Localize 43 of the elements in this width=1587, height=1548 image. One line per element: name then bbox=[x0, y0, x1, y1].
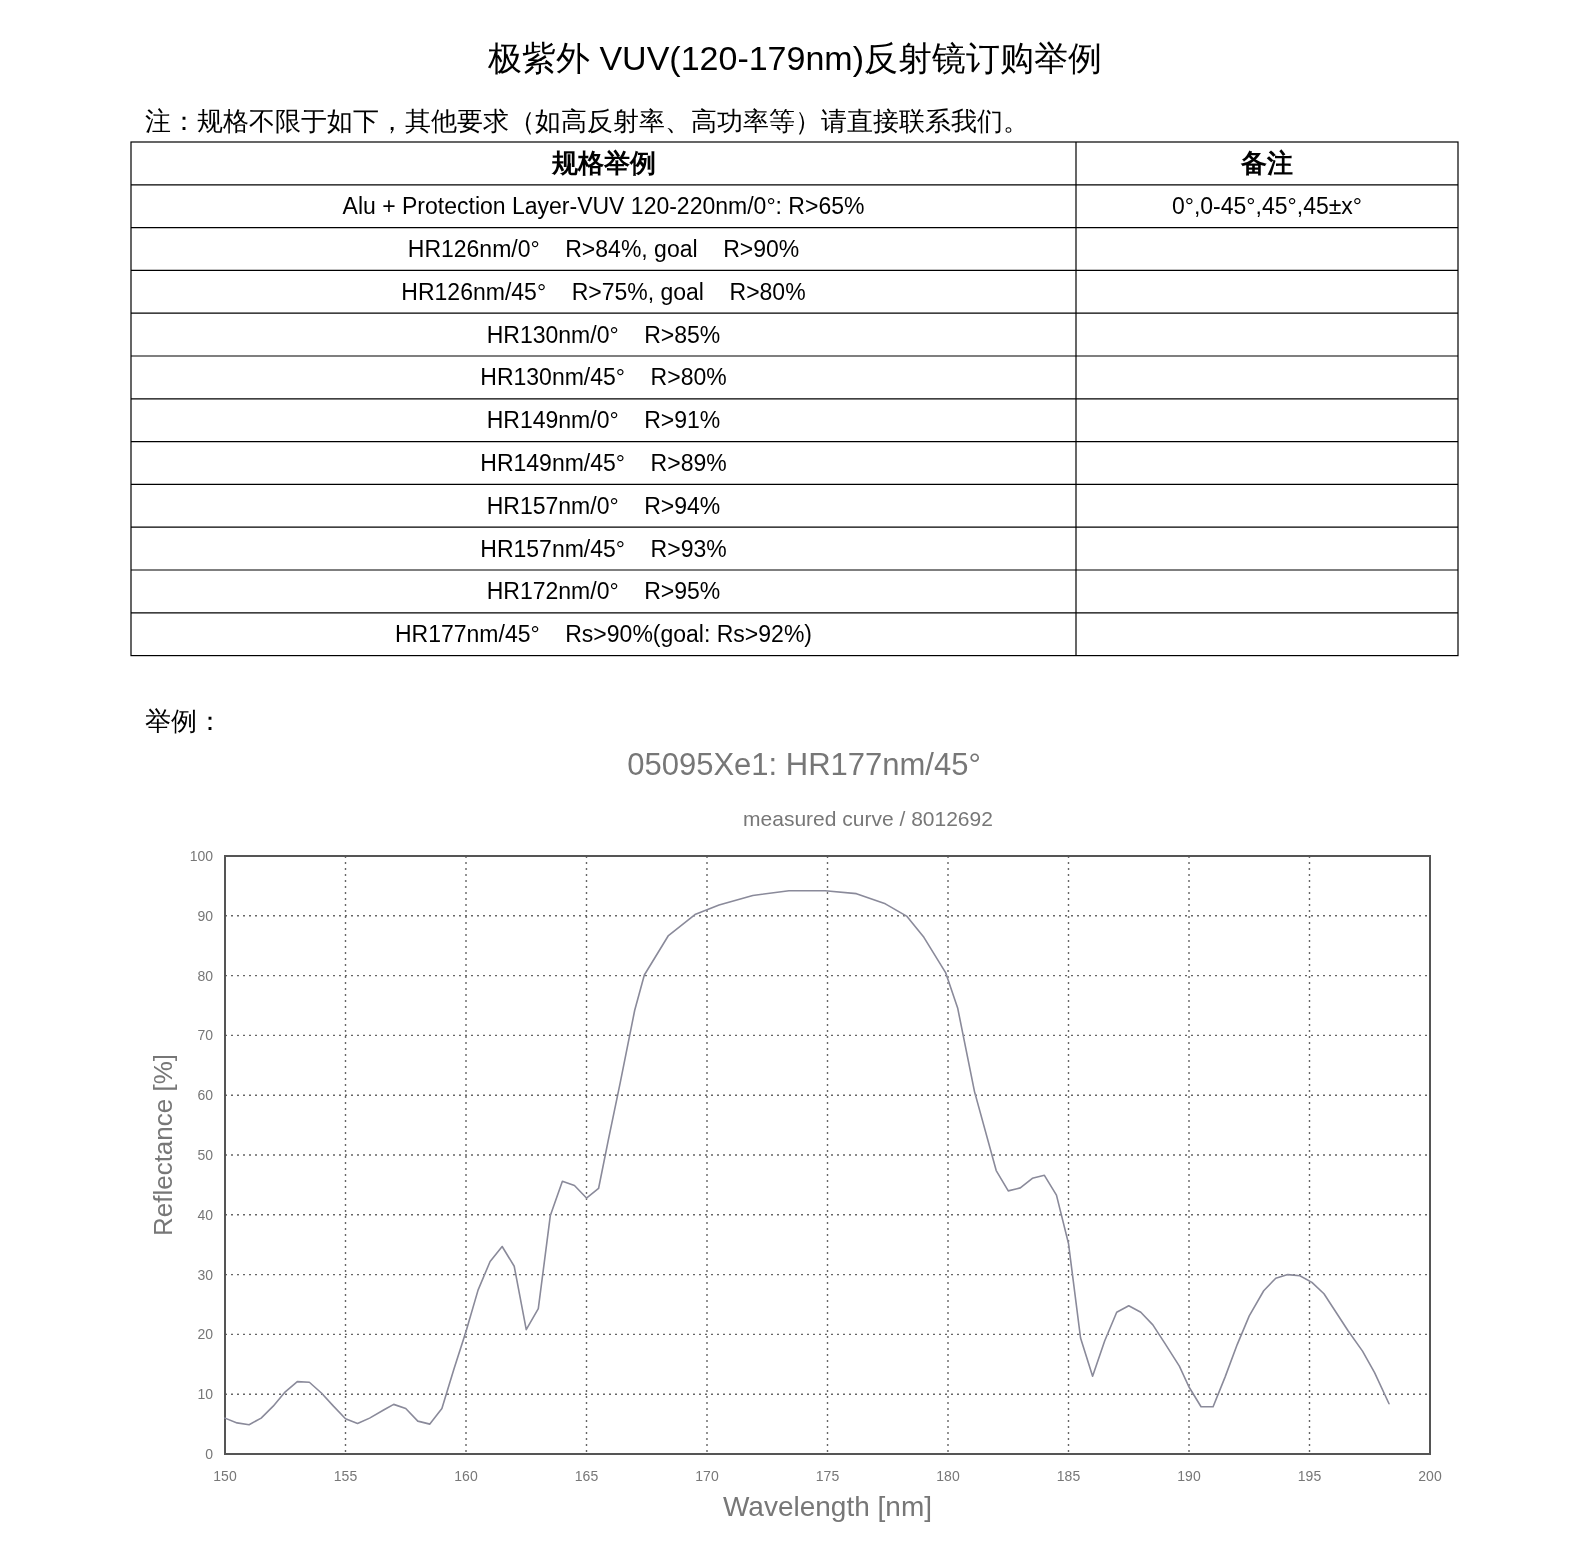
x-tick-label: 195 bbox=[1297, 1468, 1322, 1484]
x-tick-label: 185 bbox=[1056, 1468, 1081, 1484]
category-label: HR130nm/45° R>80% bbox=[480, 364, 727, 391]
x-tick-label: 200 bbox=[1418, 1468, 1442, 1484]
category-label: HR126nm/45° R>75%, goal R>80% bbox=[401, 278, 806, 305]
y-tick-label: 100 bbox=[189, 848, 214, 864]
category-label: 备注 bbox=[1240, 148, 1293, 178]
y-tick-label: 30 bbox=[197, 1266, 214, 1283]
text: 极紫外 VUV(120-179nm)反射镜订购举例 bbox=[486, 39, 1103, 77]
y-tick-label: 10 bbox=[197, 1386, 214, 1403]
category-label: Alu + Protection Layer-VUV 120-220nm/0°: R>65% bbox=[342, 193, 865, 220]
x-axis-title: Wavelength [nm] bbox=[722, 1491, 933, 1522]
category-label: HR157nm/45° R>93% bbox=[480, 535, 727, 562]
chart-title: 05095Xe1: HR177nm/45° bbox=[627, 747, 981, 782]
y-tick-label: 60 bbox=[197, 1087, 214, 1104]
x-tick-label: 150 bbox=[213, 1468, 237, 1484]
y-tick-label: 70 bbox=[197, 1027, 214, 1044]
y-tick-label: 80 bbox=[197, 967, 214, 984]
x-tick-label: 175 bbox=[815, 1468, 840, 1484]
y-tick-label: 40 bbox=[197, 1206, 214, 1223]
category-label: 0°,0-45°,45°,45±x° bbox=[1171, 193, 1363, 220]
y-tick-label: 0 bbox=[205, 1446, 214, 1462]
y-tick-label: 20 bbox=[197, 1326, 214, 1343]
x-tick-label: 170 bbox=[695, 1468, 719, 1484]
x-tick-label: 180 bbox=[936, 1468, 960, 1484]
category-label: 规格举例 bbox=[550, 148, 656, 178]
category-label: HR149nm/0° R>91% bbox=[486, 407, 721, 434]
text: 注：规格不限于如下，其他要求（如高反射率、高功率等）请直接联系我们。 bbox=[145, 107, 1029, 136]
x-tick-label: 155 bbox=[333, 1468, 358, 1484]
category-label: HR149nm/45° R>89% bbox=[480, 450, 727, 476]
y-tick-label: 50 bbox=[197, 1147, 214, 1163]
category-label: HR126nm/0° R>84%, goal R>90% bbox=[407, 236, 800, 262]
y-tick-label: 90 bbox=[197, 907, 214, 924]
x-tick-label: 190 bbox=[1177, 1468, 1201, 1484]
x-tick-label: 160 bbox=[454, 1468, 478, 1484]
text: 举例： bbox=[145, 707, 223, 736]
chart-subtitle: measured curve / 8012692 bbox=[743, 807, 993, 830]
category-label: HR130nm/0° R>85% bbox=[486, 321, 721, 348]
category-label: HR177nm/45° Rs>90%(goal: Rs>92%) bbox=[394, 621, 813, 648]
category-label: HR172nm/0° R>95% bbox=[486, 578, 721, 605]
y-axis-title: Reflectance [%] bbox=[148, 1053, 178, 1237]
category-label: HR157nm/0° R>94% bbox=[486, 492, 721, 519]
x-tick-label: 165 bbox=[574, 1468, 599, 1484]
